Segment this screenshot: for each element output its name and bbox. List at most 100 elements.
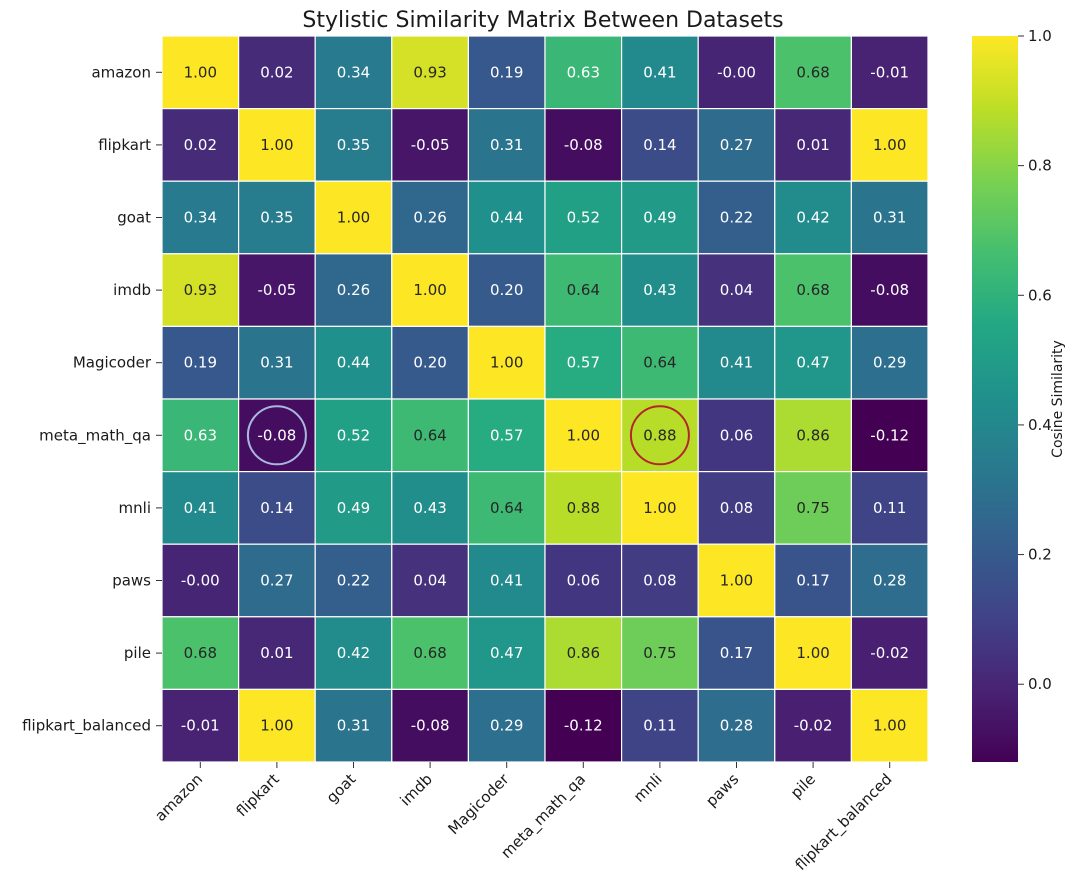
heatmap-cell — [850, 35, 929, 110]
heatmap-cell — [697, 180, 776, 255]
x-axis: amazon flipkart goat imdb Magicodermeta_math… — [151, 762, 896, 875]
y-tick-label: Magicoder — [73, 354, 152, 372]
heatmap-cell — [697, 471, 776, 545]
heatmap-cell — [620, 180, 699, 255]
heatmap-cell — [314, 180, 393, 255]
cell-value-label: 0.29 — [873, 354, 906, 372]
cell-value-label: 0.41 — [720, 354, 753, 372]
cell-value-label: 0.49 — [337, 499, 370, 517]
heatmap-cell — [620, 107, 699, 182]
cell-value-label: -0.12 — [870, 426, 909, 444]
x-tick-label: Magicoder — [445, 770, 514, 839]
cell-value-label: 0.64 — [567, 281, 600, 299]
heatmap-cell — [544, 471, 623, 545]
heatmap-cell — [161, 253, 240, 328]
heatmap-cell — [161, 471, 240, 545]
cell-value-label: 0.86 — [567, 644, 600, 662]
heatmap-cell — [391, 398, 469, 473]
heatmap-cell — [238, 35, 316, 110]
cell-value-label: 0.88 — [643, 426, 676, 444]
colorbar: 0.0 0.2 0.4 0.6 0.8 1.0 Cosine Similarity — [972, 27, 1066, 762]
heatmap-cell — [467, 543, 546, 618]
colorbar-tick-label: 0.4 — [1028, 416, 1052, 434]
heatmap-cell — [391, 471, 469, 545]
cell-value-label: 0.02 — [184, 136, 217, 154]
heatmap-cell — [161, 688, 240, 763]
cell-value-label: 0.19 — [490, 63, 523, 81]
heatmap-cell — [850, 180, 929, 255]
heatmap-cell — [774, 471, 852, 545]
heatmap-cell — [620, 543, 699, 618]
colorbar-tick-label: 0.6 — [1028, 286, 1052, 304]
cell-value-label: -0.00 — [181, 572, 220, 590]
heatmap-cell — [697, 325, 776, 400]
cell-value-label: 1.00 — [337, 209, 370, 227]
highlight-circle — [629, 405, 690, 466]
cell-value-label: 0.42 — [796, 209, 829, 227]
heatmap-cell — [238, 543, 316, 618]
heatmap-cell — [544, 543, 623, 618]
cell-value-label: 0.17 — [796, 572, 829, 590]
cell-value-label: 0.64 — [413, 426, 446, 444]
heatmap-cell — [314, 325, 393, 400]
cell-value-label: 0.29 — [490, 717, 523, 735]
heatmap-cell — [850, 543, 929, 618]
colorbar-label: Cosine Similarity — [1050, 340, 1066, 458]
heatmap-cell — [544, 107, 623, 182]
cell-value-label: 0.75 — [643, 644, 676, 662]
cell-value-label: 1.00 — [567, 426, 600, 444]
y-tick-label: imdb — [113, 281, 151, 299]
cell-value-label: 1.00 — [260, 136, 293, 154]
cell-value-label: 0.34 — [184, 209, 217, 227]
y-tick-label: meta_math_qa — [39, 426, 151, 445]
heatmap-cell — [544, 325, 623, 400]
heatmap-cell — [544, 688, 623, 763]
highlight-circle — [246, 405, 307, 466]
cell-value-label: 0.88 — [567, 499, 600, 517]
heatmap-cell — [161, 180, 240, 255]
cell-value-label: 0.28 — [720, 717, 753, 735]
y-tick-label: flipkart_balanced — [22, 717, 151, 736]
cell-value-label: 0.31 — [490, 136, 523, 154]
cell-value-label: 0.35 — [337, 136, 370, 154]
heatmap-cell — [238, 616, 316, 690]
cell-value-label: 0.41 — [490, 572, 523, 590]
heatmap-cell — [238, 325, 316, 400]
heatmap-cell — [850, 688, 929, 763]
cell-value-label: 0.14 — [643, 136, 676, 154]
cell-value-label: -0.08 — [870, 281, 909, 299]
cell-value-label: 0.57 — [567, 354, 600, 372]
heatmap-cell — [850, 253, 929, 328]
cell-value-label: 0.42 — [337, 644, 370, 662]
cell-value-label: 0.43 — [413, 499, 446, 517]
cell-value-label: 0.68 — [796, 63, 829, 81]
heatmap-cell — [467, 325, 546, 400]
cell-value-label: 0.27 — [720, 136, 753, 154]
x-tick-label: mnli — [630, 770, 666, 806]
heatmap-cell — [774, 398, 852, 473]
heatmap-cell — [620, 616, 699, 690]
heatmap-cell — [774, 253, 852, 328]
heatmap-cell — [774, 107, 852, 182]
heatmap-cell — [467, 616, 546, 690]
cell-value-label: 0.02 — [260, 63, 293, 81]
heatmap-cell — [314, 398, 393, 473]
cell-value-label: 0.63 — [567, 63, 600, 81]
y-tick-label: amazon — [91, 63, 151, 81]
x-tick-label: flipkart — [233, 770, 283, 820]
heatmap-cell — [391, 688, 469, 763]
cell-value-label: -0.01 — [870, 63, 909, 81]
colorbar-gradient — [972, 36, 1018, 762]
cell-value-label: 1.00 — [184, 63, 217, 81]
cell-value-label: 0.41 — [643, 63, 676, 81]
cell-value-label: 0.93 — [184, 281, 217, 299]
y-tick-label: mnli — [119, 499, 151, 517]
y-tick-label: goat — [117, 209, 151, 227]
cell-value-label: 0.64 — [490, 499, 523, 517]
cell-value-label: 1.00 — [873, 717, 906, 735]
heatmap-cells: 1.00 0.02 0.34 0.93 0.19 0.63 0.41 -0.00 0.68 -0.… — [161, 35, 929, 763]
cell-value-label: 0.31 — [873, 209, 906, 227]
x-tick-label: goat — [323, 770, 360, 807]
cell-value-label: 0.31 — [337, 717, 370, 735]
heatmap-cell — [697, 688, 776, 763]
